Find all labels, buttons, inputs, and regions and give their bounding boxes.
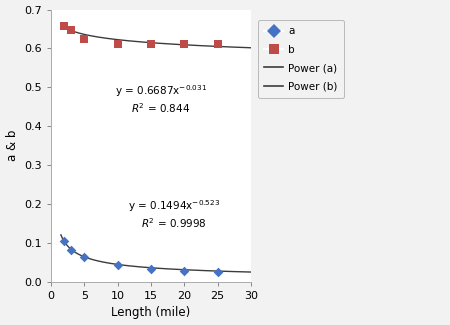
Text: y = 0.1494x$^{-0.523}$
$R^2$ = 0.9998: y = 0.1494x$^{-0.523}$ $R^2$ = 0.9998 [128,198,220,230]
Point [214,269,221,275]
Point [81,255,88,260]
Legend: a, b, Power (a), Power (b): a, b, Power (a), Power (b) [258,20,344,98]
Point [114,263,121,268]
Text: y = 0.6687x$^{-0.031}$
$R^2$ = 0.844: y = 0.6687x$^{-0.031}$ $R^2$ = 0.844 [115,83,207,115]
Point [61,239,68,244]
Point [180,269,188,274]
Point [147,267,154,272]
Point [81,36,88,41]
X-axis label: Length (mile): Length (mile) [111,306,190,319]
Point [61,24,68,29]
Point [147,41,154,46]
Point [68,247,75,252]
Point [180,41,188,46]
Point [68,27,75,32]
Point [114,41,121,46]
Y-axis label: a & b: a & b [5,130,18,162]
Point [214,41,221,46]
